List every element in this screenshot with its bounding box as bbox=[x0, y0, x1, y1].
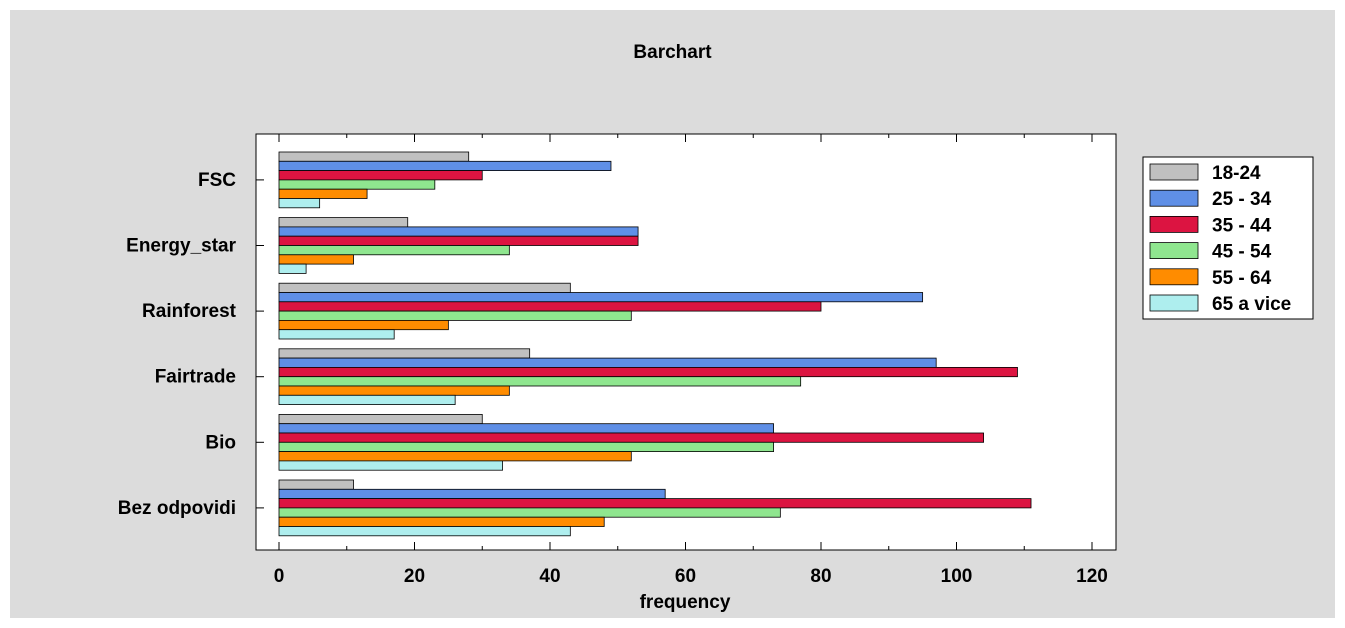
bar bbox=[278, 254, 354, 265]
x-tick-label: 100 bbox=[941, 566, 973, 587]
x-tick-label: 120 bbox=[1076, 566, 1108, 587]
bar bbox=[278, 385, 510, 396]
legend-box bbox=[1142, 156, 1314, 320]
x-axis-ticks: 0 20 40 60 80 100 120 bbox=[256, 134, 1108, 587]
bar bbox=[278, 441, 774, 452]
legend-label: 18-24 bbox=[1212, 163, 1261, 184]
bar bbox=[278, 357, 937, 368]
bar bbox=[278, 329, 395, 340]
bar bbox=[278, 488, 666, 499]
category-label: FSC bbox=[198, 170, 236, 191]
bar bbox=[278, 301, 822, 312]
bar bbox=[278, 479, 354, 490]
bar bbox=[278, 432, 984, 443]
category-label: Fairtrade bbox=[155, 367, 236, 388]
bar bbox=[278, 498, 1032, 509]
legend-label: 45 - 54 bbox=[1212, 242, 1272, 263]
category-labels: FSC Energy_star Rainforest Fairtrade Bio Bez … bbox=[118, 170, 237, 519]
x-tick-label: 40 bbox=[539, 566, 560, 587]
legend: 18-24 25 - 34 35 - 44 45 - 54 55 - 64 65 a vi… bbox=[1142, 156, 1314, 320]
x-tick-label: 60 bbox=[675, 566, 696, 587]
bar bbox=[278, 292, 924, 303]
bars-group bbox=[278, 151, 1032, 537]
bar bbox=[278, 310, 632, 321]
x-tick-label: 20 bbox=[404, 566, 425, 587]
bar bbox=[278, 188, 368, 199]
legend-swatch bbox=[1149, 189, 1199, 207]
bar bbox=[278, 451, 632, 462]
bar bbox=[278, 170, 483, 181]
legend-swatch bbox=[1149, 294, 1199, 312]
bar bbox=[278, 245, 510, 256]
bar bbox=[278, 226, 639, 237]
category-label: Bio bbox=[205, 432, 236, 453]
category-label: Energy_star bbox=[126, 236, 236, 257]
category-label: Rainforest bbox=[142, 301, 237, 322]
x-tick-label: 0 bbox=[274, 566, 285, 587]
bar bbox=[278, 423, 774, 434]
bar bbox=[278, 282, 571, 293]
legend-swatch bbox=[1149, 268, 1199, 286]
bar bbox=[278, 151, 470, 162]
chart-title: Barchart bbox=[633, 42, 712, 63]
category-label: Bez odpovidi bbox=[118, 498, 236, 519]
bar bbox=[278, 179, 436, 190]
bar bbox=[278, 366, 1018, 378]
bar bbox=[278, 460, 503, 471]
bar bbox=[278, 526, 571, 537]
legend-swatch bbox=[1149, 215, 1199, 233]
bar bbox=[278, 507, 781, 518]
bar bbox=[278, 198, 321, 209]
legend-label: 55 - 64 bbox=[1212, 268, 1272, 289]
bar bbox=[278, 160, 612, 172]
plot-area bbox=[255, 133, 1117, 551]
legend-label: 25 - 34 bbox=[1212, 189, 1272, 210]
bar bbox=[278, 319, 449, 331]
bar bbox=[278, 235, 639, 246]
x-tick-label: 80 bbox=[810, 566, 831, 587]
bar bbox=[278, 348, 531, 359]
bar bbox=[278, 376, 802, 387]
legend-swatch bbox=[1149, 242, 1199, 260]
bar bbox=[278, 516, 605, 527]
legend-label: 35 - 44 bbox=[1212, 215, 1272, 236]
bar bbox=[278, 263, 307, 274]
x-axis-title: frequency bbox=[640, 592, 731, 613]
bar bbox=[278, 394, 456, 405]
legend-label: 65 a vice bbox=[1212, 294, 1291, 315]
legend-swatch bbox=[1149, 163, 1199, 181]
bar bbox=[278, 413, 483, 425]
bar bbox=[278, 217, 409, 228]
